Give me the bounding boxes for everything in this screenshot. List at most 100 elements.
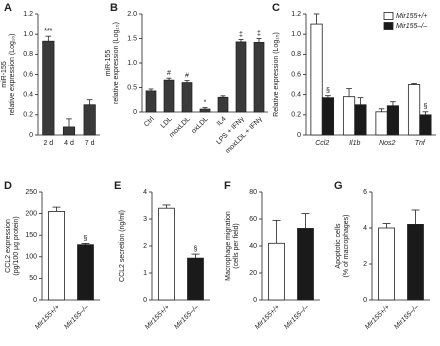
x-tick-label: Mir155+/+	[34, 304, 61, 331]
bar	[253, 42, 265, 113]
bar	[378, 227, 395, 301]
bar	[354, 104, 367, 136]
x-tick-label: Mir155–/–	[173, 304, 200, 331]
x-tick-label: Tnf	[415, 140, 426, 147]
significance-mark: §	[423, 104, 427, 111]
bar	[217, 96, 229, 113]
bar	[268, 242, 285, 301]
bar	[181, 82, 193, 113]
y-tick-label: 0.4	[23, 92, 33, 99]
bar	[83, 104, 96, 136]
y-axis-label: (% of macrophages)	[343, 214, 350, 277]
bar	[158, 207, 175, 301]
x-tick-label: Mir155+/+	[144, 304, 171, 331]
bar	[386, 105, 400, 136]
y-tick-label: 0.8	[291, 51, 301, 58]
y-tick-label: 20	[249, 270, 257, 277]
x-tick-label: Mir155+/+	[254, 304, 281, 331]
panel-label: D	[4, 180, 12, 192]
y-tick-label: 1.0	[127, 60, 137, 67]
y-tick-label: 1.0	[291, 31, 301, 38]
panel-label: E	[114, 180, 121, 192]
y-tick-label: 0	[143, 297, 147, 304]
y-axis-label: miR-155	[105, 50, 112, 77]
y-tick-label: 0.2	[291, 112, 301, 119]
bar	[342, 96, 356, 136]
y-tick-label: 0	[33, 297, 37, 304]
x-tick-label: Mir155–/–	[393, 304, 420, 331]
bar	[199, 108, 211, 113]
y-axis-label: relative expression (Log₁₀)	[9, 34, 16, 116]
y-tick-label: 100	[25, 254, 37, 261]
x-tick-label: Mir155+/+	[364, 304, 391, 331]
y-tick-label: 60	[249, 216, 257, 223]
y-tick-label: 0	[253, 297, 257, 304]
panel-label: B	[110, 2, 118, 14]
y-tick-label: 0.2	[23, 112, 33, 119]
x-tick-label: IL4	[216, 116, 228, 128]
bar	[375, 111, 388, 136]
legend-label: Mir155–/–	[396, 23, 427, 30]
legend-swatch	[383, 22, 394, 30]
y-tick-label: 0.5	[127, 84, 137, 91]
y-axis-label: Apoptotic cells	[335, 223, 342, 269]
y-tick-label: 40	[249, 243, 257, 250]
significance-mark: §	[84, 235, 88, 242]
x-tick-label: 7 d	[85, 140, 95, 147]
bar	[321, 97, 335, 136]
significance-mark: #	[185, 72, 189, 79]
bar	[310, 23, 323, 136]
y-axis-label: (pg/100 μg protein)	[13, 216, 20, 275]
significance-mark: *	[204, 99, 207, 106]
bar	[145, 90, 157, 113]
x-tick-label: Mir155–/–	[283, 304, 310, 331]
significance-mark: ‡	[257, 30, 261, 37]
bar	[407, 223, 424, 301]
bar	[163, 79, 175, 113]
x-tick-label: LDL	[160, 116, 174, 130]
y-tick-label: 50	[29, 275, 37, 282]
y-tick-label: 0.8	[23, 51, 33, 58]
y-tick-label: 2	[363, 261, 367, 268]
bar	[419, 114, 432, 136]
y-tick-label: 1.0	[23, 31, 33, 38]
y-tick-label: 2	[143, 243, 147, 250]
bar	[62, 126, 76, 136]
significance-mark: #	[167, 70, 171, 77]
panel-label: C	[272, 2, 280, 14]
y-tick-label: 1	[143, 270, 147, 277]
y-axis-label: (cells per field)	[233, 223, 240, 269]
x-tick-label: 4 d	[64, 140, 74, 147]
bar	[77, 244, 94, 301]
y-tick-label: 250	[25, 189, 37, 196]
y-tick-label: 2.0	[127, 11, 137, 18]
significance-mark: ***	[44, 28, 52, 35]
x-tick-label: Nos2	[379, 140, 395, 147]
y-axis-label: CCL2 secretion (ng/ml)	[119, 210, 126, 282]
y-tick-label: 150	[25, 232, 37, 239]
y-tick-label: 0.4	[291, 92, 301, 99]
bar	[42, 40, 55, 136]
x-tick-label: Mir155–/–	[63, 304, 90, 331]
x-tick-label: oxLDL	[190, 116, 209, 135]
y-tick-label: 6	[363, 189, 367, 196]
significance-mark: ‡	[239, 31, 243, 38]
y-axis-label: Macrophage migration	[225, 211, 232, 281]
x-tick-label: Ccl2	[315, 140, 329, 147]
y-tick-label: 4	[143, 189, 147, 196]
x-tick-label: Ctrl	[143, 115, 156, 128]
significance-mark: §	[326, 88, 330, 95]
x-tick-label: Il1b	[349, 140, 360, 147]
legend-swatch	[383, 12, 394, 20]
y-tick-label: 0.6	[23, 71, 33, 78]
significance-mark: §	[194, 246, 198, 253]
y-tick-label: 1.2	[23, 11, 33, 18]
x-tick-label: 2 d	[43, 140, 53, 147]
y-tick-label: 0.6	[291, 71, 301, 78]
bar	[48, 211, 65, 301]
y-tick-label: 0	[363, 297, 367, 304]
y-tick-label: 0	[297, 132, 301, 139]
y-axis-label: miR-155	[1, 61, 8, 88]
panel-label: F	[224, 180, 231, 192]
